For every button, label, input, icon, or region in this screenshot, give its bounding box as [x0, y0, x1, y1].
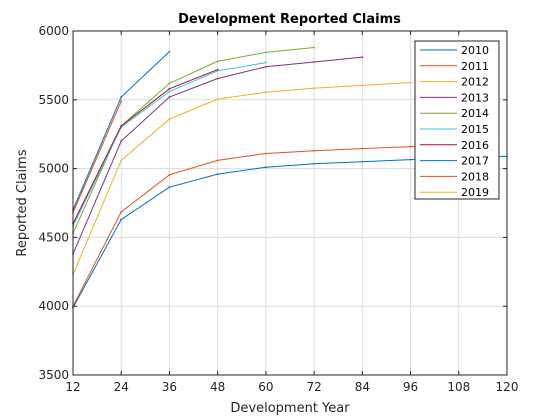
data-point [361, 84, 364, 87]
data-point [168, 50, 171, 53]
legend-item-2017: 2017 [420, 155, 489, 168]
legend-label: 2013 [461, 91, 489, 104]
x-axis-label: Development Year [230, 401, 350, 416]
y-tick-label: 5500 [38, 93, 69, 107]
x-tick-label: 108 [447, 380, 470, 394]
data-point [168, 82, 171, 85]
legend-label: 2016 [461, 139, 489, 152]
x-tick-label: 60 [258, 380, 273, 394]
data-point [216, 173, 219, 176]
data-point [409, 158, 412, 161]
axes-box [72, 30, 508, 376]
legend-label: 2011 [461, 60, 489, 73]
series-line-2016 [72, 69, 218, 224]
x-tick-label: 120 [496, 380, 519, 394]
legend-item-2015: 2015 [420, 123, 489, 136]
data-point [216, 159, 219, 162]
y-tick-label: 4000 [38, 299, 69, 313]
data-point [120, 96, 123, 98]
x-tick-label: 96 [403, 380, 418, 394]
legend-label: 2014 [461, 107, 489, 120]
legend-label: 2017 [461, 155, 489, 168]
data-point [120, 218, 123, 221]
data-point [216, 77, 219, 80]
series-2013 [72, 56, 364, 255]
legend-item-2018: 2018 [420, 170, 489, 183]
data-point [409, 81, 412, 84]
legend-label: 2018 [461, 170, 489, 183]
data-point [313, 87, 316, 90]
series-2014 [72, 46, 316, 235]
data-point [168, 96, 171, 98]
legend-label: 2012 [461, 76, 489, 89]
data-point [264, 152, 267, 155]
data-point [313, 61, 316, 63]
y-tick-label: 6000 [38, 24, 69, 38]
x-tick-label: 84 [355, 380, 370, 394]
legend-item-2013: 2013 [420, 91, 489, 104]
data-point [120, 211, 123, 213]
legend-item-2010: 2010 [420, 44, 489, 57]
data-point [216, 60, 219, 63]
data-point [264, 91, 267, 94]
series-2016 [72, 68, 219, 225]
data-point [120, 140, 123, 142]
x-tick-label: 36 [162, 380, 177, 394]
y-tick-label: 4500 [38, 230, 69, 244]
series-2012 [72, 81, 412, 276]
y-tick-label: 5000 [38, 162, 69, 176]
data-point [313, 46, 316, 49]
legend-item-2019: 2019 [420, 186, 489, 199]
data-point [120, 100, 123, 103]
data-point [361, 147, 364, 150]
legend-item-2014: 2014 [420, 107, 489, 120]
plot-area [72, 46, 508, 309]
legend: 2010 2011 2012 2013 2014 2015 2016 2017 2018 2019 [414, 40, 500, 200]
legend-label: 2015 [461, 123, 489, 136]
data-point [120, 125, 123, 127]
data-point [168, 118, 171, 120]
y-tick-label: 3500 [38, 368, 69, 382]
data-point [264, 166, 267, 169]
data-point [168, 186, 171, 189]
x-tick-label: 24 [114, 380, 129, 394]
data-point [216, 98, 219, 101]
data-point [409, 145, 412, 148]
legend-item-2016: 2016 [420, 139, 489, 152]
legend-item-2011: 2011 [420, 60, 489, 73]
data-point [361, 160, 364, 163]
data-point [168, 173, 171, 176]
legend-label: 2010 [461, 44, 489, 57]
data-point [313, 149, 316, 152]
series-line-2012 [72, 82, 411, 275]
data-point [168, 90, 171, 93]
data-point [361, 56, 364, 59]
x-tick-label: 12 [65, 380, 80, 394]
axis-ticks: 12 24 36 48 60 72 84 96 108 120 3500 4000 4500 5000 55… [38, 24, 518, 394]
legend-item-2012: 2012 [420, 76, 489, 89]
series-line-2014 [72, 47, 315, 234]
chart-title: Development Reported Claims [178, 12, 401, 27]
x-tick-label: 72 [306, 380, 321, 394]
data-point [264, 65, 267, 68]
data-point [168, 87, 171, 90]
y-axis-label: Reported Claims [15, 149, 30, 256]
data-point [313, 162, 316, 165]
data-point [120, 159, 123, 162]
data-point [216, 70, 219, 72]
data-point [264, 61, 267, 64]
data-point [264, 51, 267, 54]
x-tick-label: 48 [210, 380, 225, 394]
legend-box [414, 40, 500, 200]
series-line-2018 [72, 100, 122, 213]
legend-label: 2019 [461, 186, 489, 199]
data-point [216, 68, 219, 71]
